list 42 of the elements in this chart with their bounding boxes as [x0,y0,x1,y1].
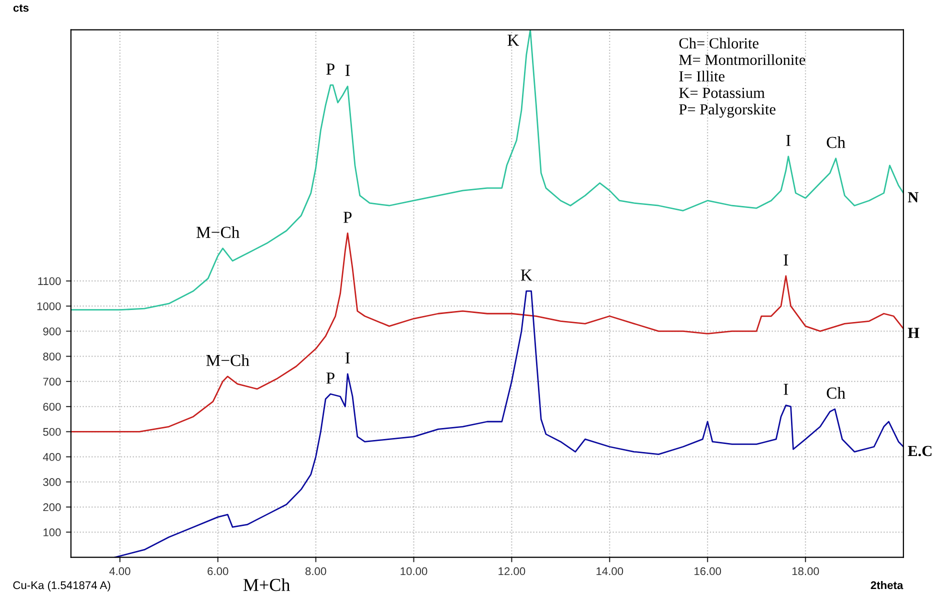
x-axis-title: 2theta [870,580,904,590]
annotation: Ch= Chlorite M= Montmorillonite I= Illite K= Potassium P= Palygorskite [679,38,806,118]
annotation: I [784,384,788,395]
line-series [114,290,904,558]
y-tick-label: 300 [43,478,61,486]
y-tick-label: 700 [43,378,61,386]
y-tick-label: 1100 [38,277,61,286]
x-tick-label: 8.00 [305,567,326,576]
annotation: I [786,134,791,146]
x-tick-label: 14.00 [596,567,624,576]
series-label: N [908,192,918,202]
annotation: I [345,64,350,76]
annotation: P [343,212,352,223]
y-tick-label: 900 [43,327,61,336]
text: M+Ch [243,578,290,592]
y-tick-label: 200 [43,503,61,512]
annotation: K [520,270,532,281]
annotation: Ch [826,387,846,399]
y-tick-label: 400 [42,453,61,461]
annotation: P [326,372,334,384]
x-tick-label: 4.00 [109,567,130,576]
y-tick-label: 1000 [37,302,61,310]
x-tick-label: 16.00 [694,567,722,576]
y-tick-label: 500 [43,428,61,436]
annotation: M−Ch [206,354,250,366]
annotation: I [784,254,788,266]
x-tick-label: 6.00 [208,567,228,576]
x-tick-label: 10.00 [400,567,428,576]
annotation: I [345,352,350,364]
series-label: H [908,328,920,338]
x-tick-label: 18.00 [792,567,819,576]
y-tick-label: 600 [43,402,61,411]
annotation: M−Ch [196,226,240,238]
annotation: P [326,64,334,75]
annotation: Ch [826,136,846,148]
annotation: K [508,34,519,46]
text: Cu-Ka (1.541874 A) [13,580,110,592]
y-tick-label: 800 [43,352,61,360]
y-tick-label: 100 [44,528,61,536]
y-axis-title: cts [13,4,29,12]
x-tick-label: 12.00 [498,567,526,576]
series-label: E.C [908,446,932,456]
